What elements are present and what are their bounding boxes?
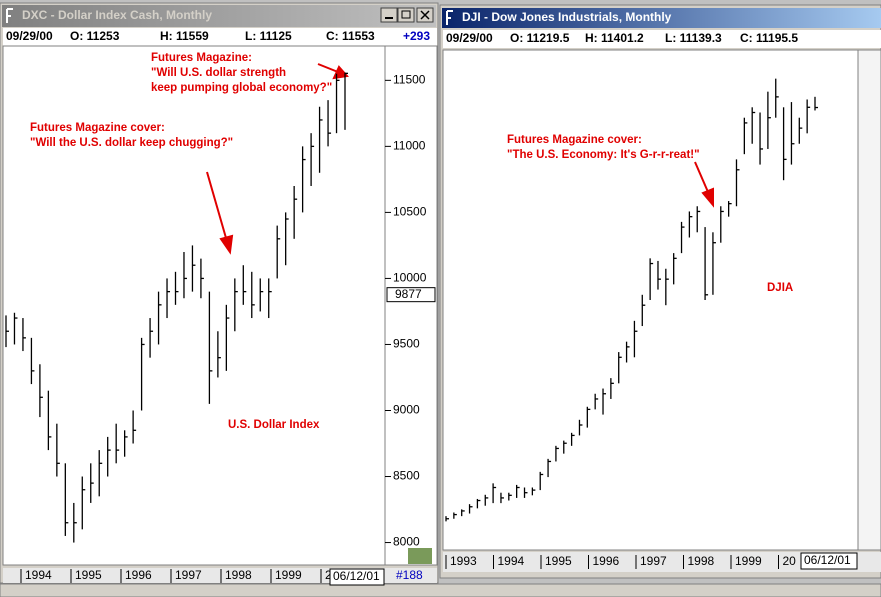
- info-field: 09/29/00: [446, 31, 493, 45]
- y-tick-label: 8000: [393, 535, 420, 549]
- x-tick-label: 1994: [25, 568, 52, 582]
- x-tick-label: 1996: [125, 568, 152, 582]
- annotation: U.S. Dollar Index: [228, 419, 320, 431]
- window-icon: [6, 8, 13, 23]
- date-box: [329, 568, 385, 586]
- info-field: L: 11125: [245, 29, 292, 43]
- x-tick-label: 1997: [175, 568, 202, 582]
- x-tick-label: 1997: [640, 554, 667, 568]
- arrow-head: [219, 234, 234, 255]
- x-tick-label: 1995: [75, 568, 102, 582]
- annotation: Futures Magazine cover:: [30, 122, 165, 134]
- close-icon: [420, 10, 430, 20]
- info-field: H: 11559: [160, 29, 209, 43]
- window-icon: [446, 10, 453, 25]
- title-bar: [2, 5, 436, 27]
- info-field: H: 11401.2: [585, 31, 644, 45]
- x-tick-label: 1999: [275, 568, 302, 582]
- scrollbar[interactable]: [0, 583, 881, 597]
- maximize-icon: [401, 10, 411, 19]
- annotation: "The U.S. Economy: It's G-r-r-reat!": [507, 149, 700, 161]
- y-tick-label: 11500: [393, 73, 426, 87]
- y-tick-label: 10500: [393, 205, 427, 219]
- x-tick-label: 1998: [688, 554, 715, 568]
- arrows: [206, 63, 714, 255]
- annotation: Futures Magazine cover:: [507, 134, 642, 146]
- info-row: [3, 28, 437, 46]
- info-field: C: 11553: [326, 29, 375, 43]
- x-tick-label: 20: [783, 554, 797, 568]
- info-field: C: 11195.5: [740, 31, 798, 45]
- annotation: "Will the U.S. dollar keep chugging?": [30, 137, 233, 149]
- info-field: L: 11139.3: [665, 31, 722, 45]
- last-price-box: [386, 287, 436, 303]
- x-axis-strip: [3, 568, 437, 583]
- x-tick-label: 1995: [545, 554, 572, 568]
- plot-area: [2, 45, 386, 566]
- x-tick-label: 1993: [450, 554, 477, 568]
- y-tick-label: 11000: [393, 139, 426, 153]
- title-bar: [442, 8, 881, 28]
- window-title: DXC - Dollar Index Cash, Monthly: [22, 8, 212, 22]
- annotation: Futures Magazine:: [151, 52, 252, 64]
- window-title: DJI - Dow Jones Industrials, Monthly: [462, 10, 672, 24]
- date-label: 06/12/01: [804, 553, 851, 567]
- arrow: [317, 63, 339, 73]
- x-axis-strip: [443, 552, 881, 572]
- x-tick-label: 1998: [225, 568, 252, 582]
- info-field: O: 11219.5: [510, 31, 570, 45]
- bar-count: #188: [396, 568, 423, 582]
- info-field: 09/29/00: [6, 29, 53, 43]
- arrow-head: [701, 187, 714, 208]
- last-price: 9877: [395, 287, 422, 301]
- info-field: O: 11253: [70, 29, 120, 43]
- x-tick-label: 1994: [498, 554, 525, 568]
- axis-icon: [408, 548, 432, 564]
- annotation: keep pumping global economy?": [151, 82, 332, 94]
- y-axis-area: [384, 45, 438, 566]
- info-row: [443, 30, 881, 48]
- arrow-head: [332, 65, 349, 80]
- y-tick-label: 9500: [393, 337, 420, 351]
- arrow: [694, 161, 709, 193]
- date-label: 06/12/01: [333, 569, 380, 583]
- maximize-button[interactable]: [397, 7, 415, 23]
- annotation: DJIA: [767, 282, 793, 294]
- minimize-button[interactable]: [380, 7, 398, 23]
- y-tick-label: 9000: [393, 403, 420, 417]
- y-axis-area: [857, 49, 881, 551]
- arrow: [206, 171, 227, 239]
- change: +293: [403, 29, 430, 43]
- y-tick-label: 8500: [393, 469, 420, 483]
- x-tick-label: 1996: [593, 554, 620, 568]
- date-box: [800, 552, 858, 570]
- annotation: "Will U.S. dollar strength: [151, 67, 286, 79]
- y-tick-label: 10000: [393, 271, 427, 285]
- x-tick-label: 1999: [735, 554, 762, 568]
